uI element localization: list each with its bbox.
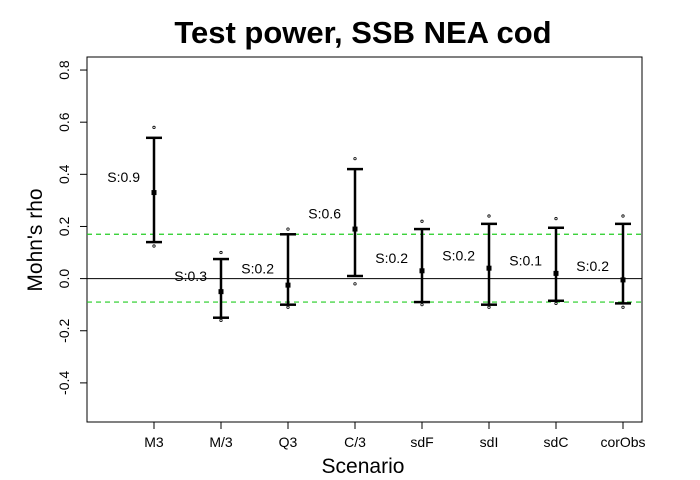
- x-tick-label: M3: [144, 434, 164, 450]
- y-axis-label: Mohn's rho: [24, 188, 47, 291]
- point-estimate: [620, 277, 626, 283]
- max-marker: [353, 157, 357, 161]
- min-marker: [152, 244, 156, 248]
- y-tick-label: 0.4: [56, 164, 72, 184]
- point-estimate: [151, 190, 157, 196]
- max-marker: [554, 217, 558, 221]
- min-marker: [621, 305, 625, 309]
- y-tick-label: 0.8: [56, 60, 72, 80]
- max-marker: [487, 214, 491, 218]
- power-annotation: S:0.2: [375, 250, 408, 266]
- x-tick-label: corObs: [600, 434, 645, 450]
- min-marker: [554, 301, 558, 305]
- plot-frame: [86, 56, 643, 423]
- power-annotation: S:0.3: [174, 268, 207, 284]
- point-estimate: [553, 270, 559, 276]
- x-tick-label: sdC: [544, 434, 569, 450]
- x-tick-label: sdF: [410, 434, 433, 450]
- power-annotation: S:0.1: [509, 253, 542, 269]
- x-tick-label: M/3: [209, 434, 233, 450]
- y-tick-label: 0.0: [56, 269, 72, 289]
- chart-title: Test power, SSB NEA cod: [174, 15, 551, 50]
- point-estimate: [352, 226, 358, 232]
- power-annotation: S:0.2: [442, 247, 475, 263]
- point-estimate: [486, 265, 492, 271]
- point-estimate: [285, 282, 291, 288]
- x-axis-label: Scenario: [322, 455, 405, 478]
- x-tick-label: sdI: [480, 434, 499, 450]
- min-marker: [420, 303, 424, 307]
- point-estimate: [419, 268, 425, 274]
- power-annotation: S:0.2: [576, 258, 609, 274]
- min-marker: [219, 318, 223, 322]
- y-tick-label: -0.4: [56, 371, 72, 395]
- max-marker: [152, 125, 156, 129]
- max-marker: [621, 214, 625, 218]
- max-marker: [219, 250, 223, 255]
- min-marker: [487, 305, 491, 309]
- point-estimate: [218, 289, 224, 295]
- y-tick-label: 0.6: [56, 112, 72, 132]
- min-marker: [286, 305, 290, 309]
- power-annotation: S:0.6: [308, 206, 341, 222]
- min-marker: [353, 282, 357, 286]
- y-tick-label: -0.2: [56, 318, 72, 342]
- power-annotation: S:0.9: [107, 169, 140, 185]
- max-marker: [420, 219, 424, 223]
- plot-layer: -0.4 -0.2 0.0 0.2 0.4 0.6 0.8 M3 M/3 Q3 C/3 sdF sdI s…: [56, 60, 646, 450]
- y-tick-label: 0.2: [56, 217, 72, 237]
- power-annotation: S:0.2: [241, 260, 274, 276]
- x-tick-label: Q3: [279, 434, 298, 450]
- max-marker: [286, 227, 290, 231]
- x-tick-label: C/3: [344, 434, 366, 450]
